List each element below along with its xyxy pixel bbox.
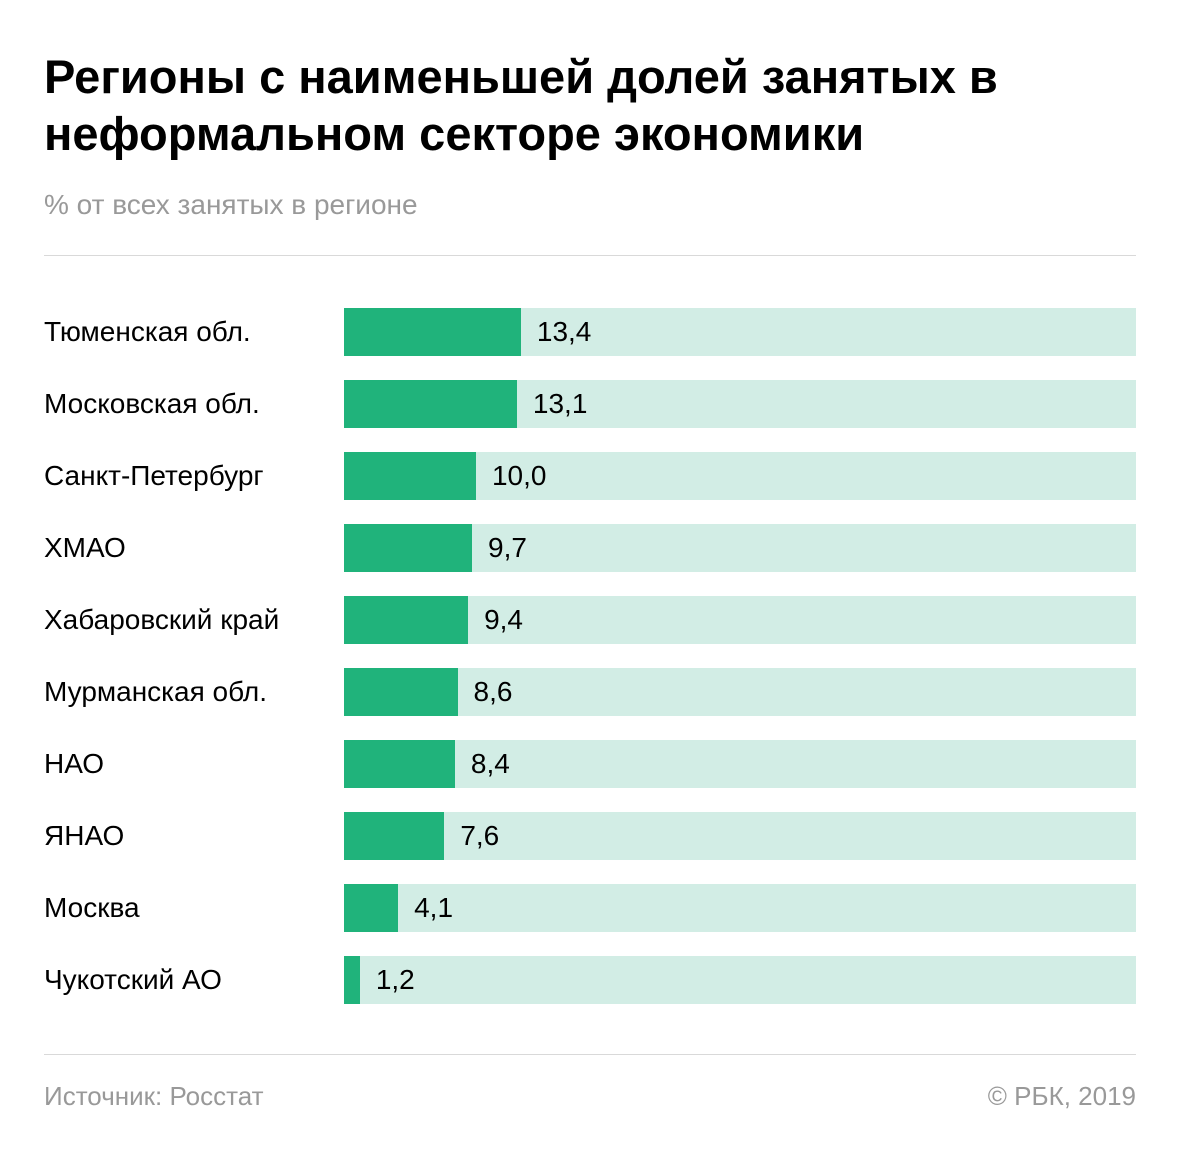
bar-value: 13,1 [533, 388, 588, 420]
chart-title: Регионы с наименьшей долей занятых в неф… [44, 48, 1136, 163]
chart-row: Санкт-Петербург 10,0 [44, 440, 1136, 512]
chart-row: Тюменская обл. 13,4 [44, 296, 1136, 368]
bar-value: 10,0 [492, 460, 547, 492]
row-label: Москва [44, 892, 344, 924]
bar-fill [344, 596, 468, 644]
bar-track [344, 740, 1136, 788]
bar-value: 7,6 [460, 820, 499, 852]
row-label: ЯНАО [44, 820, 344, 852]
row-label: Чукотский АО [44, 964, 344, 996]
bar-fill [344, 308, 521, 356]
bar-value: 9,7 [488, 532, 527, 564]
bar-wrap: 9,4 [344, 596, 1136, 644]
bar-fill [344, 668, 458, 716]
bar-wrap: 13,1 [344, 380, 1136, 428]
bar-value: 1,2 [376, 964, 415, 996]
chart-row: НАО 8,4 [44, 728, 1136, 800]
chart-row: Хабаровский край 9,4 [44, 584, 1136, 656]
bar-wrap: 8,4 [344, 740, 1136, 788]
bar-value: 13,4 [537, 316, 592, 348]
bar-chart: Тюменская обл. 13,4 Московская обл. 13,1 Сан… [44, 256, 1136, 1054]
row-label: Московская обл. [44, 388, 344, 420]
bar-fill [344, 956, 360, 1004]
chart-row: Москва 4,1 [44, 872, 1136, 944]
bar-wrap: 7,6 [344, 812, 1136, 860]
bar-fill [344, 524, 472, 572]
bar-wrap: 1,2 [344, 956, 1136, 1004]
bar-value: 9,4 [484, 604, 523, 636]
bar-fill [344, 812, 444, 860]
bar-value: 8,6 [474, 676, 513, 708]
bar-track [344, 668, 1136, 716]
bar-value: 8,4 [471, 748, 510, 780]
bar-fill [344, 452, 476, 500]
chart-subtitle: % от всех занятых в регионе [44, 189, 1136, 221]
row-label: Хабаровский край [44, 604, 344, 636]
bar-wrap: 10,0 [344, 452, 1136, 500]
row-label: ХМАО [44, 532, 344, 564]
chart-footer: Источник: Росстат © РБК, 2019 [44, 1055, 1136, 1112]
row-label: Санкт-Петербург [44, 460, 344, 492]
row-label: Мурманская обл. [44, 676, 344, 708]
bar-wrap: 4,1 [344, 884, 1136, 932]
bar-fill [344, 884, 398, 932]
footer-source: Источник: Росстат [44, 1081, 264, 1112]
bar-wrap: 9,7 [344, 524, 1136, 572]
bar-wrap: 8,6 [344, 668, 1136, 716]
bar-fill [344, 740, 455, 788]
bar-track [344, 956, 1136, 1004]
chart-row: Чукотский АО 1,2 [44, 944, 1136, 1016]
chart-row: Московская обл. 13,1 [44, 368, 1136, 440]
chart-row: ЯНАО 7,6 [44, 800, 1136, 872]
bar-wrap: 13,4 [344, 308, 1136, 356]
row-label: НАО [44, 748, 344, 780]
bar-fill [344, 380, 517, 428]
footer-copyright: © РБК, 2019 [988, 1081, 1136, 1112]
row-label: Тюменская обл. [44, 316, 344, 348]
chart-row: Мурманская обл. 8,6 [44, 656, 1136, 728]
chart-row: ХМАО 9,7 [44, 512, 1136, 584]
bar-track [344, 884, 1136, 932]
bar-value: 4,1 [414, 892, 453, 924]
